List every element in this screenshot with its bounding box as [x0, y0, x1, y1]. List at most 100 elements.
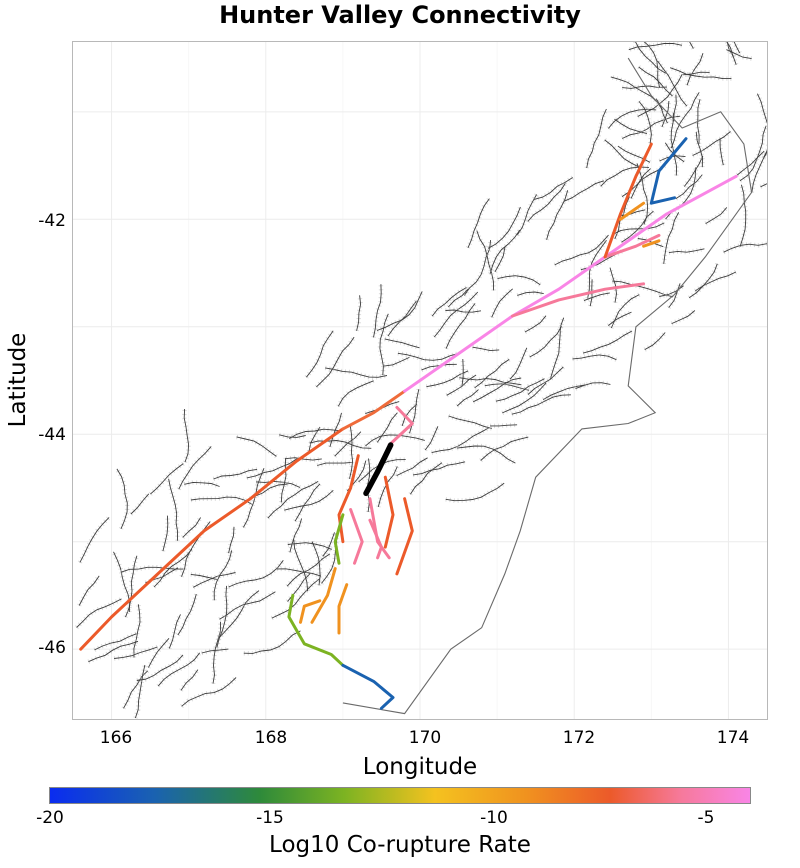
- fault-trace: [190, 496, 253, 505]
- fault-trace: [695, 131, 703, 168]
- fault-trace: [637, 73, 683, 117]
- fault-trace: [669, 67, 732, 80]
- fault-rectangle: [528, 325, 564, 359]
- fault-trace: [542, 384, 586, 400]
- fault-rectangle: [227, 558, 286, 590]
- fault-trace: [692, 131, 731, 156]
- colored-fault: [287, 593, 345, 667]
- fault-rectangle: [486, 206, 523, 251]
- fault-trace: [280, 457, 287, 503]
- fault-trace: [644, 332, 666, 350]
- fault-trace: [628, 42, 682, 51]
- fault-trace: [663, 212, 680, 264]
- fault-trace: [739, 184, 747, 247]
- fault-trace: [276, 568, 322, 577]
- source-fault-hunter-valley: [363, 442, 394, 497]
- fault-trace: [456, 389, 479, 407]
- fault-trace: [689, 42, 694, 49]
- fault-trace: [134, 664, 146, 719]
- fault-trace: [168, 614, 181, 649]
- fault-trace: [604, 139, 640, 168]
- fault-rectangle: [582, 329, 634, 356]
- fault-trace: [397, 352, 460, 361]
- colored-fault: [79, 427, 345, 651]
- colored-fault: [395, 497, 414, 576]
- colored-fault: [310, 567, 337, 624]
- fault-trace: [494, 246, 506, 273]
- fault-trace: [88, 640, 139, 663]
- colorbar: [49, 787, 751, 804]
- fault-trace: [527, 183, 566, 222]
- colored-fault: [337, 454, 360, 544]
- fault-trace: [527, 366, 564, 395]
- y-tick-label: -42: [38, 211, 66, 231]
- fault-trace: [733, 42, 741, 54]
- fault-trace: [148, 638, 170, 668]
- fault-trace: [136, 654, 184, 681]
- fault-rectangle: [544, 189, 570, 241]
- fault-trace: [609, 267, 617, 303]
- fault-trace: [467, 198, 490, 248]
- fault-trace: [763, 149, 767, 158]
- colored-fault: [387, 405, 414, 447]
- fault-trace: [177, 593, 197, 636]
- fault-trace: [511, 394, 571, 415]
- colored-fault: [333, 513, 345, 565]
- coastline: [342, 57, 753, 715]
- fault-trace: [726, 42, 737, 65]
- fault-map: [73, 42, 767, 719]
- fault-trace: [180, 669, 199, 691]
- colored-fault: [642, 239, 661, 248]
- fault-trace: [490, 424, 518, 427]
- fault-trace: [279, 434, 306, 438]
- fault-trace: [216, 585, 228, 648]
- fault-trace: [637, 238, 664, 248]
- fault-trace: [670, 113, 678, 176]
- x-tick-label: 170: [408, 728, 442, 748]
- fault-trace: [76, 598, 122, 628]
- fault-rectangle: [445, 481, 506, 503]
- fault-trace: [612, 222, 665, 236]
- fault-trace: [182, 517, 201, 538]
- fault-trace: [287, 573, 311, 602]
- x-tick-label: 174: [716, 728, 750, 748]
- fault-trace: [433, 291, 479, 338]
- fault-trace: [448, 415, 492, 429]
- fault-trace: [184, 481, 220, 487]
- fault-trace: [267, 481, 319, 519]
- map-title: Hunter Valley Connectivity: [219, 1, 581, 29]
- colorbar-tick-label: -5: [697, 808, 715, 828]
- fault-trace: [686, 53, 704, 86]
- fault-trace: [284, 489, 334, 511]
- fault-rectangle: [493, 246, 508, 273]
- fault-trace: [630, 168, 651, 199]
- fault-trace: [583, 292, 610, 302]
- fault-trace: [157, 652, 201, 687]
- fault-trace: [412, 461, 466, 476]
- fault-trace: [116, 468, 128, 529]
- fault-trace: [243, 630, 301, 654]
- fault-trace: [636, 163, 649, 225]
- fault-trace: [516, 194, 537, 236]
- fault-trace: [445, 482, 505, 502]
- fault-trace: [480, 436, 529, 461]
- fault-rectangle: [236, 434, 278, 459]
- fault-trace: [356, 295, 362, 331]
- fault-trace: [582, 330, 633, 354]
- gridlines: [73, 42, 767, 719]
- fault-trace: [675, 174, 703, 199]
- fault-trace: [546, 190, 569, 240]
- fault-trace: [635, 42, 667, 74]
- fault-trace: [120, 566, 184, 573]
- fault-trace: [495, 378, 545, 402]
- fault-trace: [193, 572, 236, 588]
- fault-rectangle: [336, 378, 375, 408]
- fault-rectangle: [136, 653, 185, 683]
- fault-trace: [376, 412, 398, 443]
- fault-trace: [317, 461, 353, 466]
- fault-trace: [705, 207, 728, 224]
- fault-trace: [410, 462, 443, 495]
- fault-trace: [608, 311, 632, 326]
- fault-trace: [325, 367, 388, 378]
- fault-trace: [212, 621, 222, 684]
